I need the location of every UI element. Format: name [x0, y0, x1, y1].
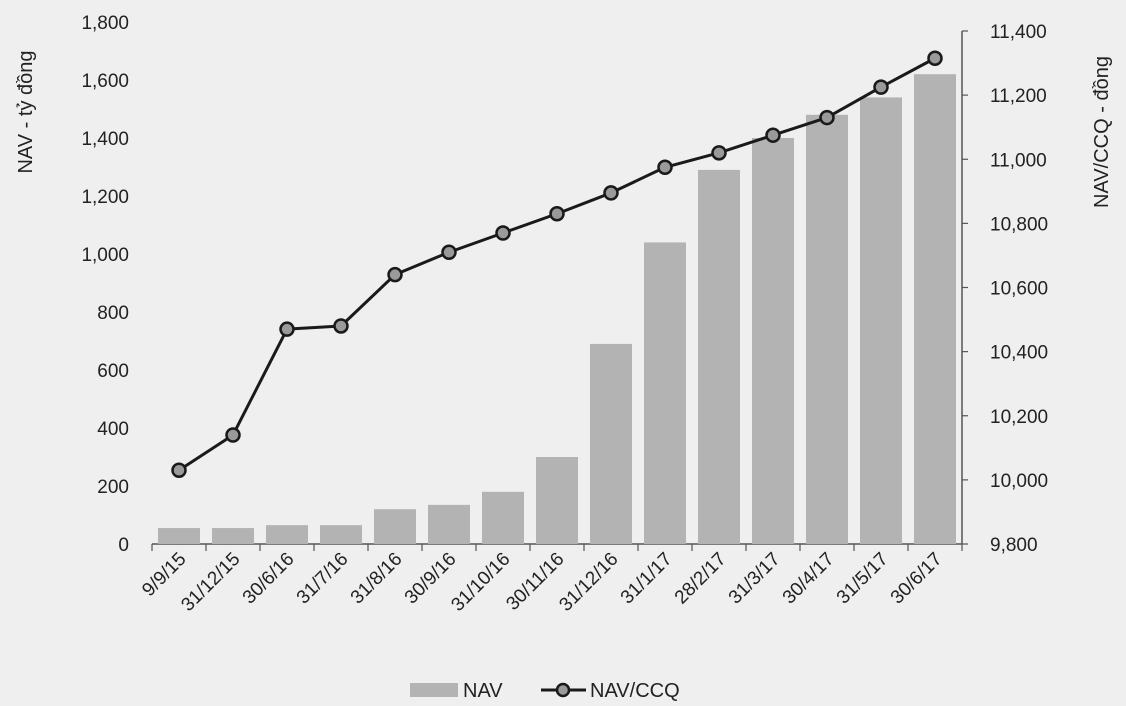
x-tick-label: 31/7/16 — [293, 549, 353, 609]
y2-tick-label: 11,400 — [990, 22, 1047, 43]
x-tick-label: 9/9/15 — [138, 549, 190, 601]
navccq-point — [711, 145, 727, 161]
legend-label-nav: NAV — [463, 680, 503, 702]
navccq-point — [765, 127, 781, 143]
nav-bar — [320, 525, 362, 544]
navccq-point — [333, 318, 349, 334]
y-tick-label: 1,200 — [81, 187, 129, 208]
y2-tick-label: 10,400 — [990, 343, 1048, 364]
nav-bar — [860, 97, 902, 545]
x-tick-label: 31/12/16 — [555, 549, 622, 616]
x-tick-label: 31/12/15 — [177, 549, 244, 616]
y-tick-label: 600 — [97, 361, 129, 382]
x-tick-label: 28/2/17 — [671, 549, 731, 609]
navccq-point — [441, 244, 457, 260]
y2-tick-label: 10,600 — [990, 279, 1048, 300]
nav-bar — [590, 343, 632, 544]
legend: NAV NAV/CCQ — [410, 680, 680, 702]
nav-bar — [914, 74, 956, 544]
y-tick-label: 1,600 — [81, 71, 129, 92]
y-tick-label: 0 — [118, 535, 129, 556]
nav-bar — [374, 509, 416, 544]
y2-tick-label: 10,800 — [990, 214, 1048, 235]
x-tick-label: 31/5/17 — [833, 549, 893, 609]
navccq-point — [657, 159, 673, 176]
bars-layer — [158, 74, 956, 545]
y-tick-label: 1,000 — [81, 245, 129, 266]
navccq-point — [495, 225, 511, 241]
nav-bar — [752, 138, 794, 544]
navccq-point — [819, 109, 835, 126]
x-tick-label: 31/10/16 — [447, 549, 514, 616]
y-tick-label: 1,800 — [81, 13, 129, 34]
nav-bar — [212, 528, 254, 544]
navccq-point — [387, 266, 403, 283]
y-tick-label: 800 — [97, 303, 129, 324]
y2-axis-title: NAV/CCQ - đồng — [1091, 56, 1113, 208]
navccq-point — [603, 185, 619, 201]
points-layer — [171, 50, 943, 479]
x-tick-label: 30/4/17 — [779, 549, 839, 609]
y2-tick-label: 11,200 — [990, 86, 1047, 107]
x-tick-label: 31/1/17 — [617, 549, 677, 609]
y2-tick-label: 11,000 — [990, 150, 1047, 171]
y2-tick-label: 9,800 — [990, 535, 1038, 556]
legend-swatch-nav — [410, 683, 458, 697]
x-tick-label: 31/8/16 — [347, 549, 407, 609]
nav-bar — [266, 525, 308, 544]
y2-tick-label: 10,000 — [990, 471, 1048, 492]
navccq-point — [171, 462, 187, 479]
y-tick-label: 200 — [97, 477, 129, 498]
nav-bar — [536, 457, 578, 544]
navccq-point — [927, 50, 943, 67]
navccq-point — [873, 79, 889, 95]
y-tick-label: 400 — [97, 419, 129, 440]
legend-marker-navccq — [555, 682, 571, 698]
nav-bar — [806, 114, 848, 545]
x-tick-label: 30/6/17 — [887, 549, 947, 609]
nav-bar — [428, 504, 470, 544]
nav-bar — [158, 528, 200, 544]
y2-tick-label: 10,200 — [990, 407, 1048, 428]
x-tick-label: 31/3/17 — [725, 549, 785, 609]
nav-bar — [698, 169, 740, 544]
y-axis-title: NAV - tỷ đồng — [15, 50, 37, 173]
navccq-point — [225, 427, 241, 443]
y-tick-label: 1,400 — [81, 129, 129, 150]
x-tick-label: 30/6/16 — [239, 549, 299, 609]
navccq-point — [549, 206, 565, 222]
navccq-point — [279, 321, 295, 337]
nav-bar — [644, 242, 686, 544]
legend-label-navccq: NAV/CCQ — [590, 680, 680, 702]
nav-bar — [482, 491, 524, 544]
